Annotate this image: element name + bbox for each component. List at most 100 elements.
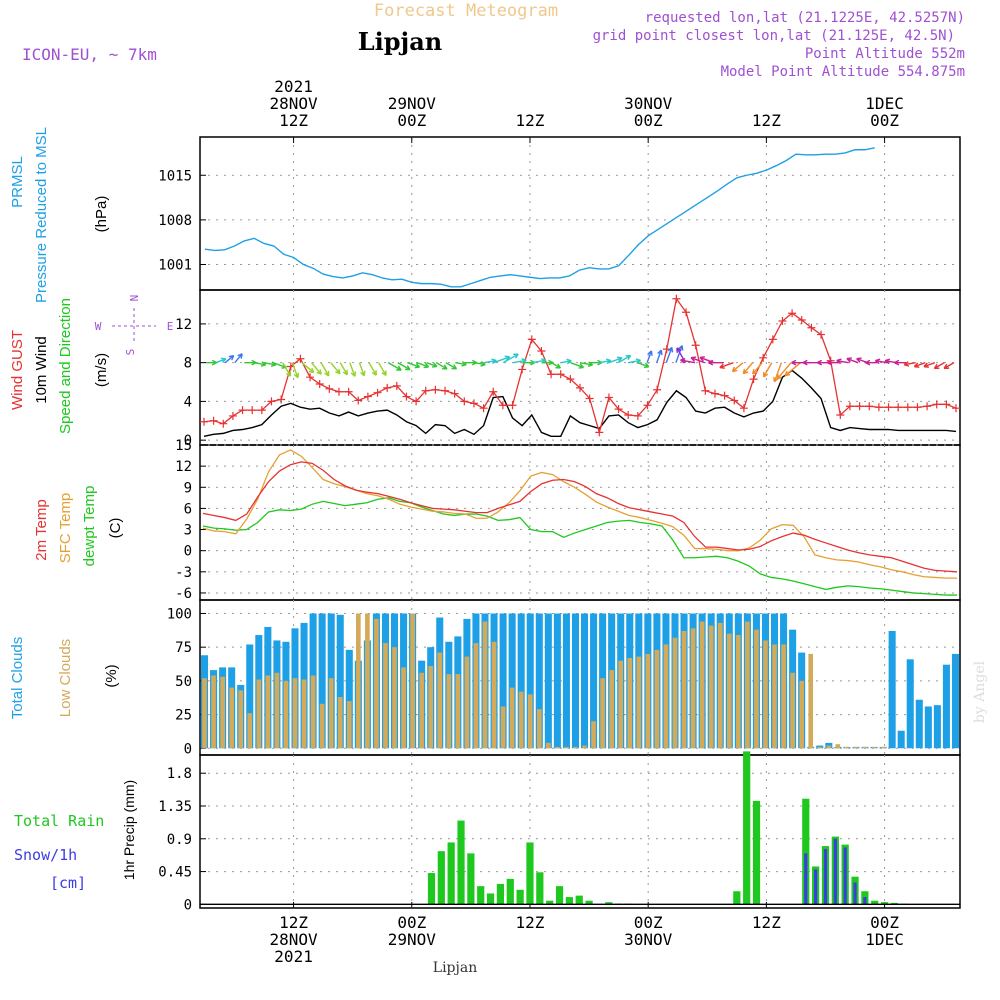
cloud-low-bar (745, 621, 750, 749)
wind-10m-label: 10m Wind (33, 336, 50, 404)
ytick-label-temperature: 0 (184, 544, 192, 560)
ytick-label-pressure: 1001 (158, 258, 192, 274)
cloud-low-bar (319, 703, 325, 749)
wind-direction-arrow (416, 361, 430, 369)
wind-direction-arrow (206, 359, 217, 366)
rain-bar (437, 851, 445, 905)
model-altitude: Model Point Altitude 554.875m (721, 64, 965, 80)
gust-marker (682, 308, 691, 317)
cloud-low-bar (826, 745, 832, 749)
panel-frame-precipitation (199, 754, 961, 909)
rain-bar (802, 798, 810, 905)
cloud-total-bar (246, 644, 254, 749)
cloud-low-bar (428, 666, 434, 749)
cloud-low-bar (274, 672, 280, 749)
gust-marker (672, 294, 681, 303)
wind-direction-arrow (320, 362, 330, 377)
wind-direction-arrow (699, 356, 715, 364)
time-label-top: 30NOV (624, 94, 673, 113)
series-pressure (204, 147, 875, 288)
wind-direction-arrow (903, 361, 916, 367)
gust-marker (585, 394, 594, 403)
gust-marker (894, 403, 903, 412)
compass-w: W (95, 320, 102, 333)
time-label-top: 12Z (279, 111, 308, 130)
gust-marker (788, 309, 797, 318)
rain-bar (585, 900, 593, 905)
wind-direction-arrow (933, 362, 945, 370)
wind-direction-arrow (397, 362, 411, 371)
wind-direction-arrow (627, 358, 642, 364)
wind-direction-arrow (407, 361, 421, 369)
rain-bar (733, 891, 741, 905)
ytick-label-precipitation: 0.9 (167, 832, 192, 848)
gust-marker (604, 393, 613, 402)
cloud-low-bar (880, 746, 886, 749)
rain-bar (477, 886, 485, 905)
cloud-low-bar (265, 675, 271, 749)
cloud-low-bar (862, 746, 868, 749)
time-label-top: 12Z (752, 111, 781, 130)
gust-marker (267, 397, 276, 406)
low-clouds-label: Low Clouds (57, 639, 74, 717)
time-label-bottom: 1DEC (865, 930, 904, 949)
ytick-label-temperature: -3 (175, 565, 192, 581)
cloud-low-bar (672, 637, 678, 749)
cloud-low-bar (781, 644, 786, 749)
wind-direction-arrow (358, 362, 366, 377)
grid-point-coords: grid point closest lon,lat (21.125E, 42.… (593, 28, 955, 44)
cloud-low-bar (410, 613, 415, 749)
cloud-low-bar (229, 687, 234, 749)
cloud-low-bar (238, 690, 244, 749)
cloud-low-bar (609, 670, 614, 749)
cloud-total-bar (535, 613, 543, 749)
gust-marker (537, 347, 546, 356)
wind-direction-arrow (762, 362, 773, 378)
cloud-low-bar (473, 643, 479, 749)
wind-direction-arrow (291, 362, 300, 379)
time-label-bottom: 28NOV (269, 930, 318, 949)
time-label-bottom: 12Z (752, 913, 781, 932)
ytick-label-temperature: 15 (175, 438, 192, 454)
cloud-low-bar (573, 746, 578, 749)
ytick-label-pressure: 1015 (158, 168, 192, 184)
wind-unit: (m/s) (93, 353, 110, 387)
time-label-top: 28NOV (269, 94, 318, 113)
credit-label: by Angel (972, 660, 988, 723)
temp-2m-label: 2m Temp (33, 499, 50, 560)
cloud-low-bar (356, 613, 361, 749)
gust-marker (518, 365, 527, 374)
gust-marker (441, 386, 450, 395)
location-name: Lipjan (358, 27, 442, 56)
wind-direction-arrow (752, 362, 763, 375)
gust-marker (739, 404, 748, 413)
gust-marker (595, 428, 604, 437)
cloud-total-bar (924, 706, 932, 749)
cloud-low-bar (518, 691, 524, 749)
time-label-bottom: 00Z (634, 913, 663, 932)
cloud-total-bar (942, 664, 950, 749)
gust-marker (556, 370, 565, 379)
cloud-low-bar (283, 680, 289, 749)
wind-direction-arrow (708, 359, 724, 366)
cloud-low-bar (437, 652, 443, 749)
wind-direction-arrow (608, 356, 623, 364)
gust-marker (865, 402, 874, 411)
gust-marker (402, 392, 411, 401)
ytick-label-temperature: 6 (184, 501, 192, 517)
gust-marker (836, 410, 845, 419)
compass-n: N (128, 295, 141, 302)
time-label-bottom: 30NOV (624, 930, 673, 949)
wind-direction-arrow (435, 362, 448, 370)
rain-bar (506, 878, 514, 905)
ytick-label-precipitation: 1.8 (167, 766, 192, 782)
wind-direction-arrow (445, 362, 458, 370)
cloud-low-bar (482, 621, 488, 749)
cloud-low-bar (527, 694, 533, 749)
model-label: ICON-EU, ~ 7km (22, 45, 157, 64)
wind-direction-arrow (234, 353, 243, 364)
wind-direction-arrow (387, 362, 402, 371)
cloud-total-bar (888, 631, 896, 749)
snow-bar (833, 838, 837, 905)
